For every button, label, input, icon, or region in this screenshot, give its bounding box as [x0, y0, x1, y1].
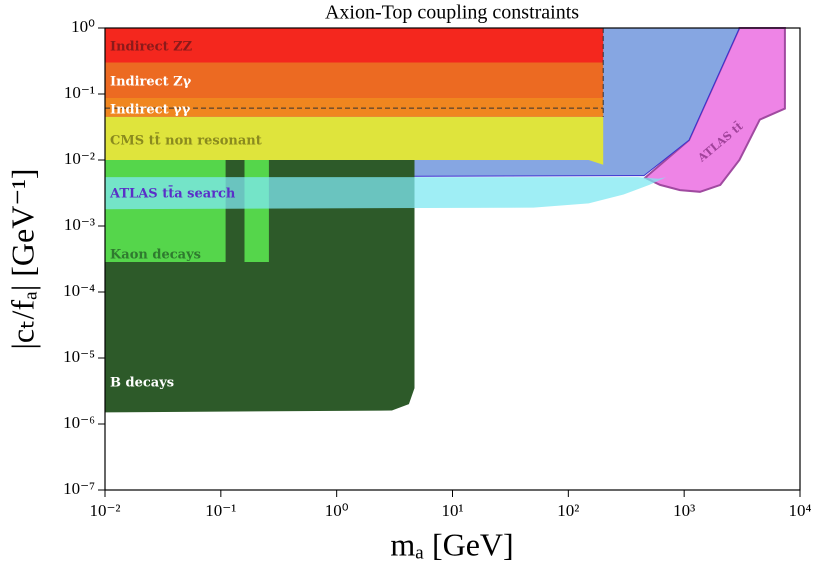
y-tick-label: 10⁻¹ [64, 83, 95, 102]
y-tick-label: 10⁻³ [64, 215, 95, 234]
region-label: Indirect γγ [110, 103, 191, 118]
x-tick-label: 10¹ [441, 501, 463, 520]
x-tick-label: 10⁻¹ [205, 501, 236, 520]
y-tick-label: 10⁻² [64, 149, 95, 168]
region-label: ATLAS tt̄a search [109, 184, 236, 201]
chart-title: Axion-Top coupling constraints [325, 2, 579, 24]
y-tick-label: 10⁻⁵ [63, 347, 95, 366]
region-label: B decays [110, 376, 174, 391]
x-tick-label: 10⁰ [325, 501, 349, 520]
x-tick-label: 10⁻² [89, 501, 120, 520]
y-tick-label: 10⁰ [71, 17, 95, 36]
y-tick-label: 10⁻⁷ [63, 479, 95, 498]
x-tick-label: 10⁴ [789, 501, 812, 520]
region [105, 177, 667, 210]
x-tick-label: 10³ [673, 501, 695, 520]
region [643, 27, 786, 193]
y-tick-label: 10⁻⁴ [63, 281, 95, 300]
region-label: Kaon decays [110, 248, 201, 263]
region-label: Indirect ZZ [110, 40, 193, 55]
x-tick-label: 10² [557, 501, 579, 520]
region [105, 98, 604, 117]
x-axis-label: mₐ [GeV] [390, 526, 513, 562]
region-label: CMS tt̄ non resonant [110, 131, 262, 148]
region [105, 28, 604, 63]
region [105, 62, 604, 98]
region-label: Indirect Zγ [110, 75, 192, 90]
y-tick-label: 10⁻⁶ [63, 413, 95, 432]
y-axis-label: |cₜ/fₐ| [GeV⁻¹] [4, 169, 40, 350]
region [105, 116, 604, 165]
